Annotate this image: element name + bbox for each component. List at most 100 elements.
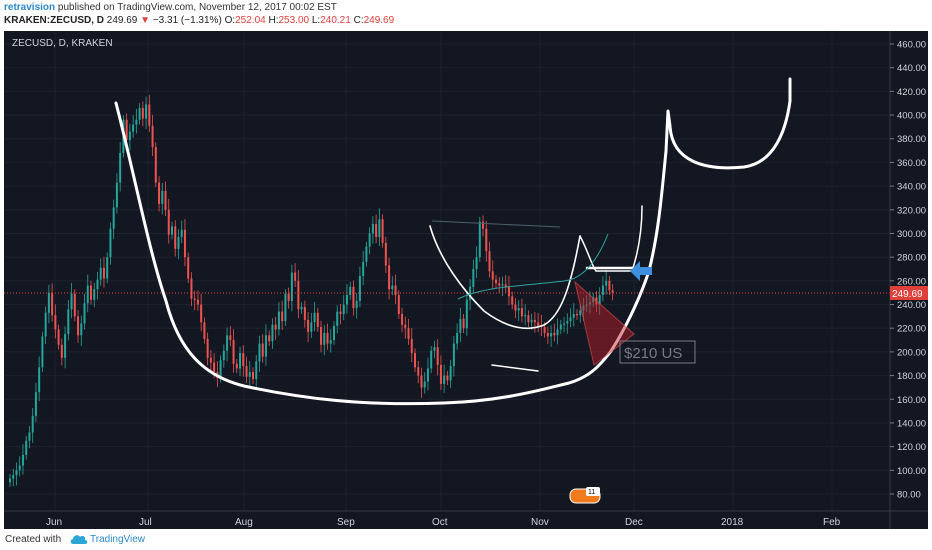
candle-body [154, 147, 157, 183]
candle-body [488, 251, 491, 272]
candle-body [491, 271, 494, 280]
symbol-label: KRAKEN:ZECUSD, D [4, 15, 104, 26]
candle-body [15, 470, 18, 476]
open-label: O: [224, 15, 236, 26]
x-tick-label: Nov [531, 517, 549, 528]
candle-body [527, 315, 530, 323]
price-chart[interactable]: 460.00 440.00 420.00 400.00 380.00 360.00 340.… [4, 31, 928, 539]
candle-body [439, 364, 442, 384]
candle-body [485, 228, 488, 252]
candle-body [187, 257, 190, 279]
chart-background [4, 31, 928, 539]
candle-body [456, 332, 459, 344]
last-price: 249.69 [106, 15, 138, 26]
x-tick-label: Aug [235, 517, 253, 528]
close-label: C: [353, 15, 364, 26]
y-tick-label: 140.00 [897, 418, 926, 429]
candle-body [449, 366, 452, 381]
chart-panel[interactable]: 460.00 440.00 420.00 400.00 380.00 360.00 340.… [4, 31, 928, 539]
event-badge[interactable]: 11 [569, 487, 601, 504]
candle-body [349, 286, 352, 296]
candle-body [417, 367, 420, 376]
candle-body [391, 285, 394, 290]
candle-body [345, 295, 348, 305]
x-tick-label: Oct [432, 517, 448, 528]
candle-body [102, 267, 105, 279]
candle-body [183, 229, 186, 258]
candle-body [106, 257, 109, 279]
candle-body [579, 310, 582, 316]
candle-body [271, 324, 274, 342]
candle-body [482, 221, 485, 229]
time-axis[interactable]: Jun Jul Aug Sep Oct Nov Dec 2018 Feb [46, 517, 841, 528]
y-tick-label: 120.00 [897, 442, 926, 453]
x-tick-label: Feb [823, 517, 841, 528]
candle-body [368, 233, 371, 247]
candle-body [60, 344, 63, 358]
candle-body [371, 224, 374, 234]
candle-body [533, 319, 536, 323]
price-axis[interactable]: 460.00 440.00 420.00 400.00 380.00 360.00 340.… [4, 31, 928, 539]
candle-body [83, 303, 86, 324]
candle-body [200, 304, 203, 323]
trend-line [431, 220, 561, 228]
candle-body [54, 315, 57, 330]
high-label: H: [268, 15, 279, 26]
candle-body [203, 322, 206, 339]
candle-body [96, 279, 99, 290]
candle-body [316, 312, 319, 328]
candle-body [504, 284, 507, 287]
candle-body [592, 297, 595, 303]
candle-body [384, 242, 387, 266]
x-tick-label: Jun [46, 517, 62, 528]
candle-body [320, 327, 323, 345]
price-badge-label: 249.69 [892, 289, 923, 300]
candle-body [530, 319, 533, 323]
candle-body [158, 182, 161, 204]
candle-body [507, 286, 510, 297]
candle-body [546, 332, 549, 337]
candle-body [239, 353, 242, 369]
published-info: published on TradingView.com, November 1… [57, 2, 337, 13]
candle-body [576, 314, 578, 316]
candle-body [605, 280, 608, 286]
x-tick-label: 2018 [721, 517, 744, 528]
tradingview-brand-link[interactable]: TradingView [90, 534, 146, 545]
candle-body [67, 309, 70, 335]
price-badge: 249.69 [890, 286, 928, 300]
candle-body [582, 305, 585, 311]
candle-body [475, 257, 478, 269]
candle-body [465, 299, 468, 329]
candle-body [339, 311, 342, 314]
candle-body [274, 324, 277, 330]
candle-body [420, 375, 423, 388]
author-link[interactable]: retravision [4, 2, 56, 13]
y-tick-label: 240.00 [897, 300, 926, 311]
candle-body [226, 335, 229, 351]
candle-body [559, 324, 562, 330]
candle-body [34, 392, 37, 416]
candle-body [177, 237, 180, 249]
event-badge-count: 11 [588, 489, 595, 496]
candle-body [401, 314, 404, 325]
candle-body [397, 295, 400, 314]
candle-body [556, 329, 559, 336]
candle-body [410, 338, 413, 354]
candle-body [446, 375, 449, 381]
candle-body [524, 315, 527, 317]
y-tick-label: 200.00 [897, 347, 926, 358]
quote-line: KRAKEN:ZECUSD, D 249.69 ▼ −3.31 (−1.31%)… [4, 15, 394, 27]
low-label: L: [311, 15, 321, 26]
candle-body [161, 190, 164, 204]
candle-body [598, 295, 601, 305]
candle-body [132, 124, 135, 132]
candle-body [28, 432, 31, 441]
low-value: 240.21 [320, 15, 351, 26]
y-tick-label: 220.00 [897, 324, 926, 335]
candle-body [264, 335, 267, 357]
candle-body [229, 335, 232, 341]
x-tick-label: Sep [337, 517, 355, 528]
candle-body [517, 308, 520, 311]
candle-body [141, 107, 144, 119]
candle-body [109, 228, 112, 258]
